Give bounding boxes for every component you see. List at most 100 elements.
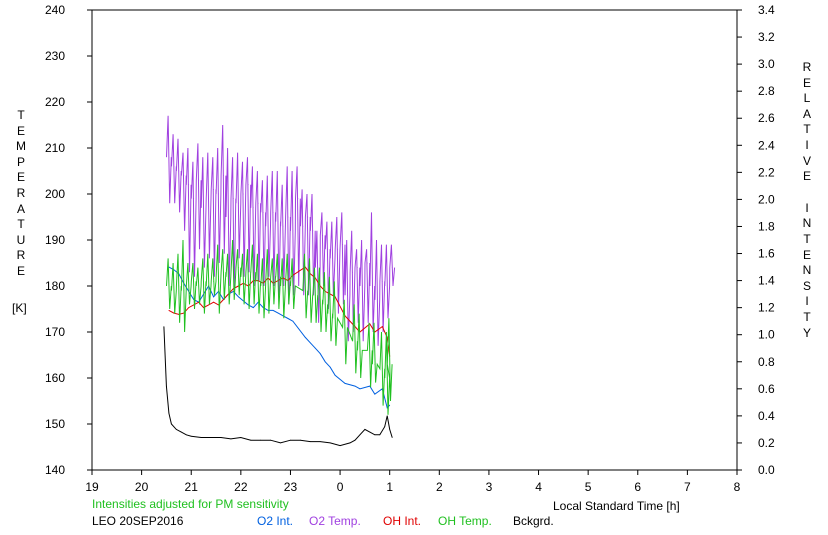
- x-axis-label: Local Standard Time [h]: [553, 499, 680, 513]
- data-point-o2-temp: [292, 230, 294, 232]
- data-point-oh-int: [168, 310, 170, 311]
- x-tick-label: 22: [234, 480, 248, 494]
- x-tick-label: 4: [535, 480, 542, 494]
- data-point-o2-temp: [242, 193, 244, 195]
- data-point-oh-temp: [203, 281, 205, 282]
- data-point-o2-int: [282, 315, 284, 317]
- data-point-bckgrd: [230, 438, 232, 440]
- y-right-label-letter: N: [802, 263, 812, 278]
- data-point-oh-temp: [324, 304, 326, 305]
- data-point-oh-temp: [233, 271, 234, 273]
- data-point-o2-temp: [208, 198, 210, 200]
- data-point-oh-temp: [262, 285, 264, 287]
- data-point-oh-temp: [178, 285, 180, 287]
- y-right-label-letter: I: [805, 294, 809, 309]
- data-point-o2-temp: [327, 248, 329, 250]
- data-point-o2-int: [292, 320, 294, 322]
- data-point-o2-int: [309, 342, 311, 344]
- data-point-bckgrd: [280, 442, 281, 444]
- y-right-label-letter: T: [803, 309, 811, 324]
- data-point-oh-temp: [292, 285, 294, 287]
- data-point-oh-temp: [267, 281, 269, 282]
- data-point-bckgrd: [354, 439, 356, 441]
- x-tick-label: 20: [135, 480, 149, 494]
- data-point-oh-int: [213, 301, 215, 303]
- y-left-tick-label: 180: [45, 279, 65, 293]
- y-right-label-letter: E: [802, 75, 811, 90]
- data-point-o2-temp: [262, 212, 264, 213]
- data-point-o2-int: [324, 361, 326, 363]
- data-point-o2-temp: [376, 299, 378, 301]
- data-point-oh-int: [188, 307, 190, 308]
- x-tick-label: 19: [85, 480, 99, 494]
- y-left-tick-label: 240: [45, 3, 65, 17]
- y-right-label-letter: T: [803, 231, 811, 246]
- y-right-tick-label: 0.4: [758, 409, 775, 423]
- data-point-bckgrd: [389, 429, 391, 430]
- y-right-tick-label: 0.2: [758, 436, 775, 450]
- data-point-bckgrd: [270, 439, 271, 441]
- y-right-tick-label: 1.2: [758, 301, 775, 315]
- data-point-o2-int: [277, 312, 279, 314]
- x-tick-label: 23: [284, 480, 298, 494]
- y-right-label-letter: I: [805, 200, 809, 215]
- data-point-o2-temp: [173, 166, 175, 167]
- y-right-tick-label: 1.0: [758, 328, 775, 342]
- data-point-o2-temp: [332, 258, 333, 259]
- y-right-label-letter: E: [802, 247, 811, 262]
- data-point-o2-temp: [272, 212, 274, 213]
- data-point-bckgrd: [290, 439, 291, 441]
- data-point-o2-temp: [188, 184, 190, 186]
- data-point-oh-temp: [354, 340, 356, 342]
- data-point-oh-temp: [218, 276, 219, 278]
- x-axis: 19 20 21 22 23 0 1 2 3 4 5 6 7 8: [85, 470, 741, 494]
- data-point-oh-temp: [309, 294, 311, 296]
- y-right-tick-label: 2.8: [758, 84, 775, 98]
- y-left-tick-label: 220: [45, 95, 65, 109]
- y-right-label-letter: S: [802, 278, 811, 293]
- data-point-bckgrd: [349, 442, 351, 444]
- series-o2-temp: [166, 115, 396, 346]
- data-point-o2-int: [213, 296, 215, 298]
- data-point-o2-temp: [312, 230, 314, 232]
- data-point-oh-temp: [304, 290, 306, 291]
- data-point-o2-temp: [362, 285, 363, 287]
- y-left-tick-label: 140: [45, 463, 65, 477]
- data-point-bckgrd: [180, 431, 182, 433]
- y-right-tick-label: 3.4: [758, 3, 775, 17]
- y-left-label-letter: R: [16, 248, 26, 263]
- data-point-bckgrd: [386, 415, 388, 417]
- y-left-tick-label: 230: [45, 49, 65, 63]
- series-layer: [163, 115, 396, 447]
- data-point-bckgrd: [168, 412, 170, 414]
- data-point-oh-int: [369, 323, 371, 325]
- y-axis-left-unit: [K]: [12, 301, 27, 315]
- legend-oh-temp: OH Temp.: [438, 514, 492, 528]
- y-right-label-letter: V: [802, 153, 811, 168]
- data-point-o2-int: [329, 366, 331, 368]
- y-right-label-letter: L: [803, 91, 811, 106]
- data-point-oh-int: [208, 304, 210, 306]
- data-point-oh-temp: [287, 281, 289, 282]
- legend-oh-int: OH Int.: [383, 514, 422, 528]
- data-point-o2-temp: [223, 175, 224, 177]
- data-point-oh-temp: [272, 276, 274, 278]
- data-point-oh-temp: [228, 276, 229, 278]
- y-axis-left: 140 150 160 170 180 190 200 210 220 230 240: [45, 3, 92, 477]
- y-left-tick-label: 190: [45, 233, 65, 247]
- data-point-bckgrd: [260, 439, 262, 441]
- y-right-label-letter: E: [802, 169, 811, 184]
- data-point-oh-temp: [319, 299, 321, 301]
- data-point-bckgrd: [175, 429, 177, 430]
- data-point-o2-temp: [238, 202, 239, 204]
- data-point-o2-int: [344, 383, 346, 384]
- data-point-bckgrd: [319, 441, 321, 442]
- data-point-o2-temp: [203, 207, 205, 209]
- y-left-tick-label: 160: [45, 371, 65, 385]
- data-point-bckgrd: [171, 423, 172, 425]
- data-point-oh-temp: [334, 317, 336, 319]
- data-point-oh-temp: [208, 285, 210, 287]
- data-point-bckgrd: [369, 431, 371, 433]
